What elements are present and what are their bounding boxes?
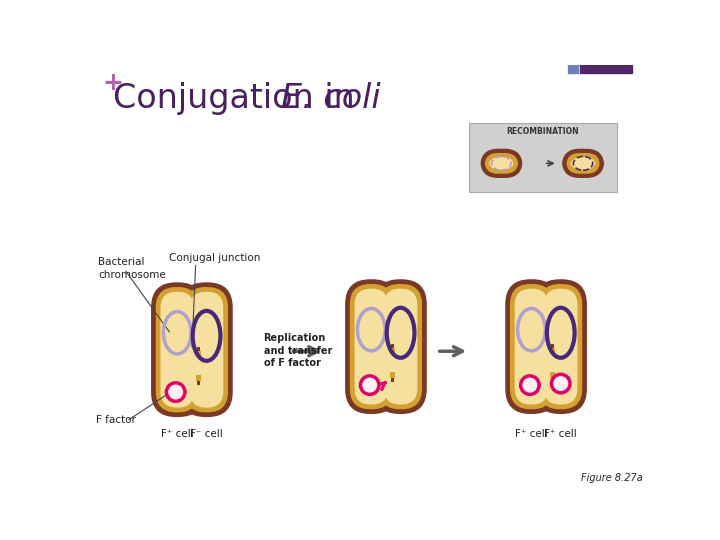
Bar	[384, 354, 401, 372]
Bar	[197, 347, 199, 384]
FancyBboxPatch shape	[151, 282, 204, 417]
Bar	[550, 348, 555, 378]
FancyBboxPatch shape	[562, 148, 604, 178]
Bar	[391, 344, 394, 382]
FancyBboxPatch shape	[374, 279, 427, 414]
FancyBboxPatch shape	[510, 284, 553, 409]
FancyBboxPatch shape	[485, 153, 518, 174]
FancyBboxPatch shape	[539, 284, 582, 409]
FancyBboxPatch shape	[384, 289, 418, 404]
FancyBboxPatch shape	[350, 284, 392, 409]
FancyBboxPatch shape	[544, 289, 577, 404]
Bar	[544, 354, 562, 372]
Text: F⁺ cell: F⁺ cell	[544, 429, 577, 439]
Text: Bacterial
chromosome: Bacterial chromosome	[98, 257, 166, 280]
FancyBboxPatch shape	[534, 279, 587, 414]
FancyBboxPatch shape	[570, 157, 595, 170]
Bar	[196, 351, 201, 381]
FancyBboxPatch shape	[379, 284, 422, 409]
Text: Conjugation in: Conjugation in	[113, 82, 366, 114]
FancyBboxPatch shape	[345, 279, 397, 414]
Text: +: +	[102, 71, 123, 95]
Bar	[390, 348, 395, 378]
Bar	[552, 344, 554, 382]
FancyBboxPatch shape	[354, 289, 388, 404]
FancyBboxPatch shape	[566, 153, 600, 174]
FancyBboxPatch shape	[181, 282, 233, 417]
Ellipse shape	[166, 383, 185, 401]
FancyBboxPatch shape	[515, 289, 548, 404]
FancyBboxPatch shape	[489, 157, 514, 170]
Text: F⁻ cell: F⁻ cell	[190, 429, 223, 439]
FancyBboxPatch shape	[185, 287, 228, 413]
Text: F⁺ cell: F⁺ cell	[161, 429, 194, 439]
Ellipse shape	[361, 376, 379, 394]
FancyBboxPatch shape	[156, 287, 199, 413]
Bar	[567, 0, 578, 72]
FancyBboxPatch shape	[505, 279, 557, 414]
Text: Replication
and transfer
of F factor: Replication and transfer of F factor	[264, 333, 332, 368]
Text: E. coli: E. coli	[282, 82, 381, 114]
FancyBboxPatch shape	[480, 148, 523, 178]
Bar	[469, 123, 617, 192]
Bar	[189, 357, 207, 375]
Text: Figure 8.27a: Figure 8.27a	[581, 473, 643, 483]
Bar	[580, 0, 632, 72]
Ellipse shape	[552, 374, 570, 393]
FancyBboxPatch shape	[190, 292, 223, 408]
Text: F⁺ cell: F⁺ cell	[515, 429, 548, 439]
Text: F factor: F factor	[96, 415, 136, 425]
Text: RECOMBINATION: RECOMBINATION	[507, 127, 580, 136]
FancyBboxPatch shape	[161, 292, 194, 408]
Ellipse shape	[521, 376, 539, 394]
Text: Conjugal junction: Conjugal junction	[168, 253, 260, 262]
